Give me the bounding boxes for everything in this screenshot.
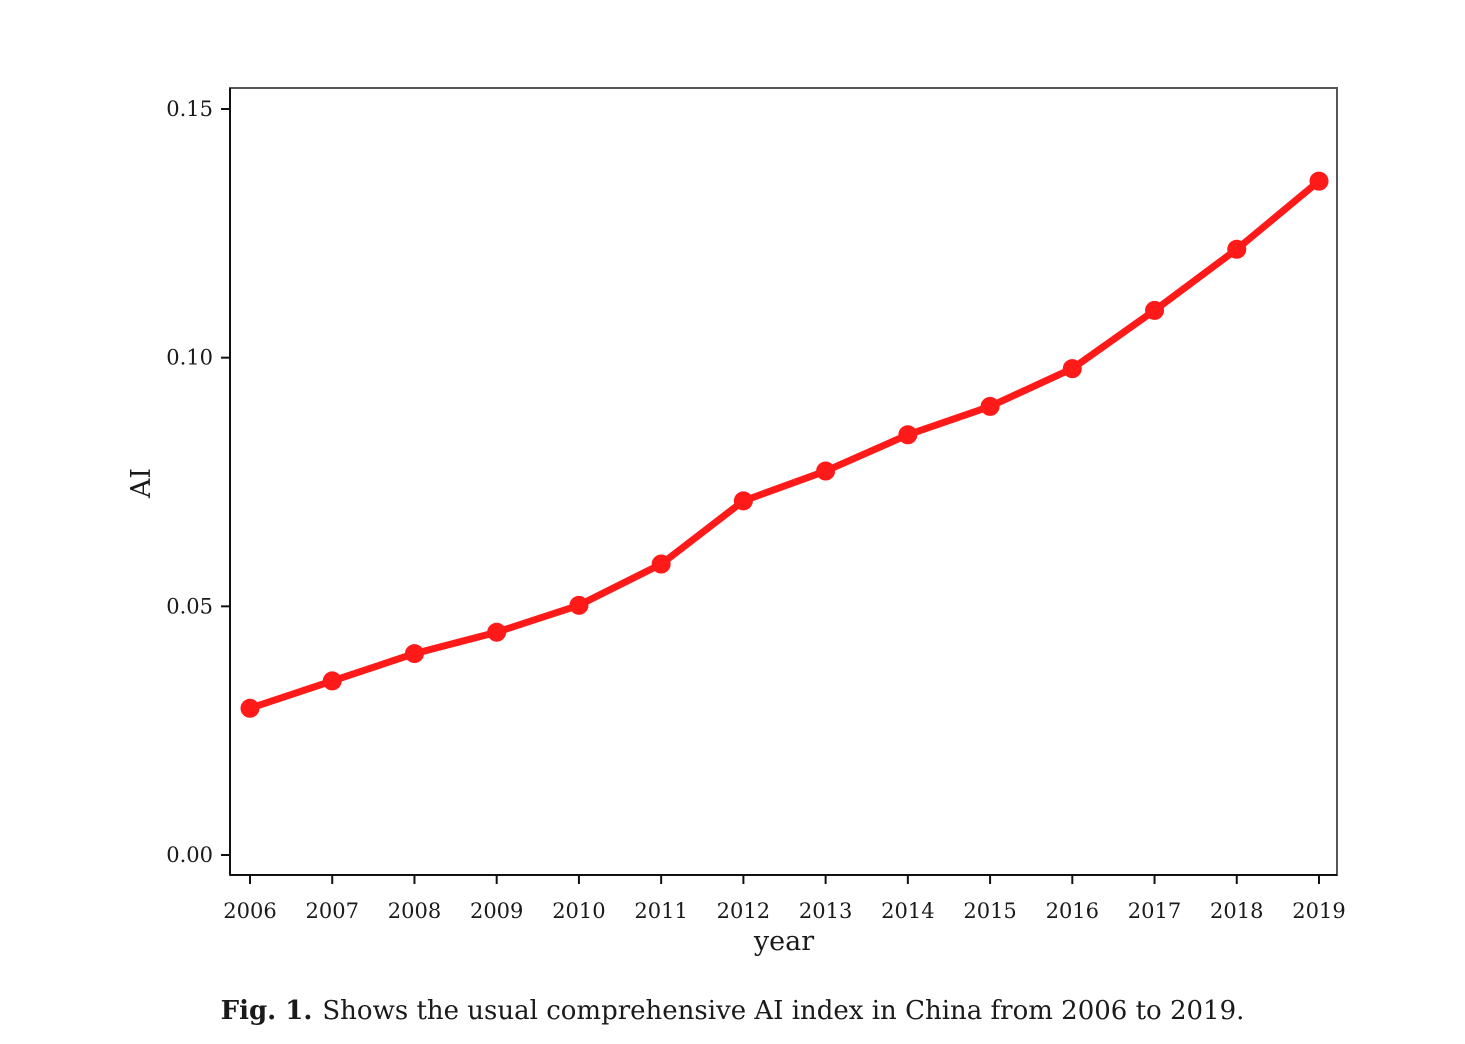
- x-tick-label: 2013: [799, 899, 852, 923]
- data-point: [816, 461, 836, 481]
- x-axis-title: year: [753, 926, 814, 957]
- data-point: [1309, 171, 1329, 191]
- x-tick-label: 2009: [470, 899, 523, 923]
- series-line: [246, 177, 1323, 712]
- y-axis-ticks: 0.00 0.05 0.10 0.15: [166, 97, 230, 867]
- y-tick-label: 0.15: [166, 97, 213, 121]
- data-point: [733, 491, 753, 511]
- data-point: [487, 622, 507, 642]
- x-tick-label: 2014: [881, 899, 934, 923]
- data-point: [569, 595, 589, 615]
- series-layer: [240, 171, 1329, 718]
- data-point: [1227, 239, 1247, 259]
- y-tick-label: 0.05: [166, 594, 213, 618]
- plot-area-frame: [229, 87, 1338, 876]
- data-point: [404, 644, 424, 664]
- x-tick-label: 2006: [223, 899, 276, 923]
- data-point: [1062, 359, 1082, 379]
- x-tick-label: 2019: [1292, 899, 1345, 923]
- x-tick-label: 2016: [1046, 899, 1099, 923]
- y-tick-label: 0.10: [166, 346, 213, 370]
- x-axis-ticks: 2006 2007 2008 2009 2010 2011 2012 2013 2014 2015…: [223, 875, 1346, 923]
- x-tick-label: 2010: [552, 899, 605, 923]
- data-point: [322, 671, 342, 691]
- x-tick-label: 2011: [634, 899, 687, 923]
- figure-caption: Fig. 1. Shows the usual comprehensive AI …: [0, 996, 1465, 1026]
- y-axis-title: AI: [126, 468, 157, 499]
- data-point: [240, 698, 260, 718]
- x-tick-label: 2018: [1210, 899, 1263, 923]
- x-tick-label: 2007: [306, 899, 359, 923]
- caption-text: Shows the usual comprehensive AI index i…: [322, 996, 1245, 1026]
- data-point: [651, 554, 671, 574]
- line-chart: 0.00 0.05 0.10 0.15 2006 2007 2008 2009 2010 201…: [126, 87, 1346, 957]
- y-tick-label: 0.00: [166, 843, 213, 867]
- data-point: [898, 425, 918, 445]
- x-tick-label: 2012: [717, 899, 770, 923]
- x-tick-label: 2017: [1128, 899, 1181, 923]
- x-tick-label: 2008: [388, 899, 441, 923]
- data-point: [1145, 300, 1165, 320]
- x-tick-label: 2015: [963, 899, 1016, 923]
- data-point: [980, 396, 1000, 416]
- caption-label: Fig. 1.: [220, 996, 313, 1026]
